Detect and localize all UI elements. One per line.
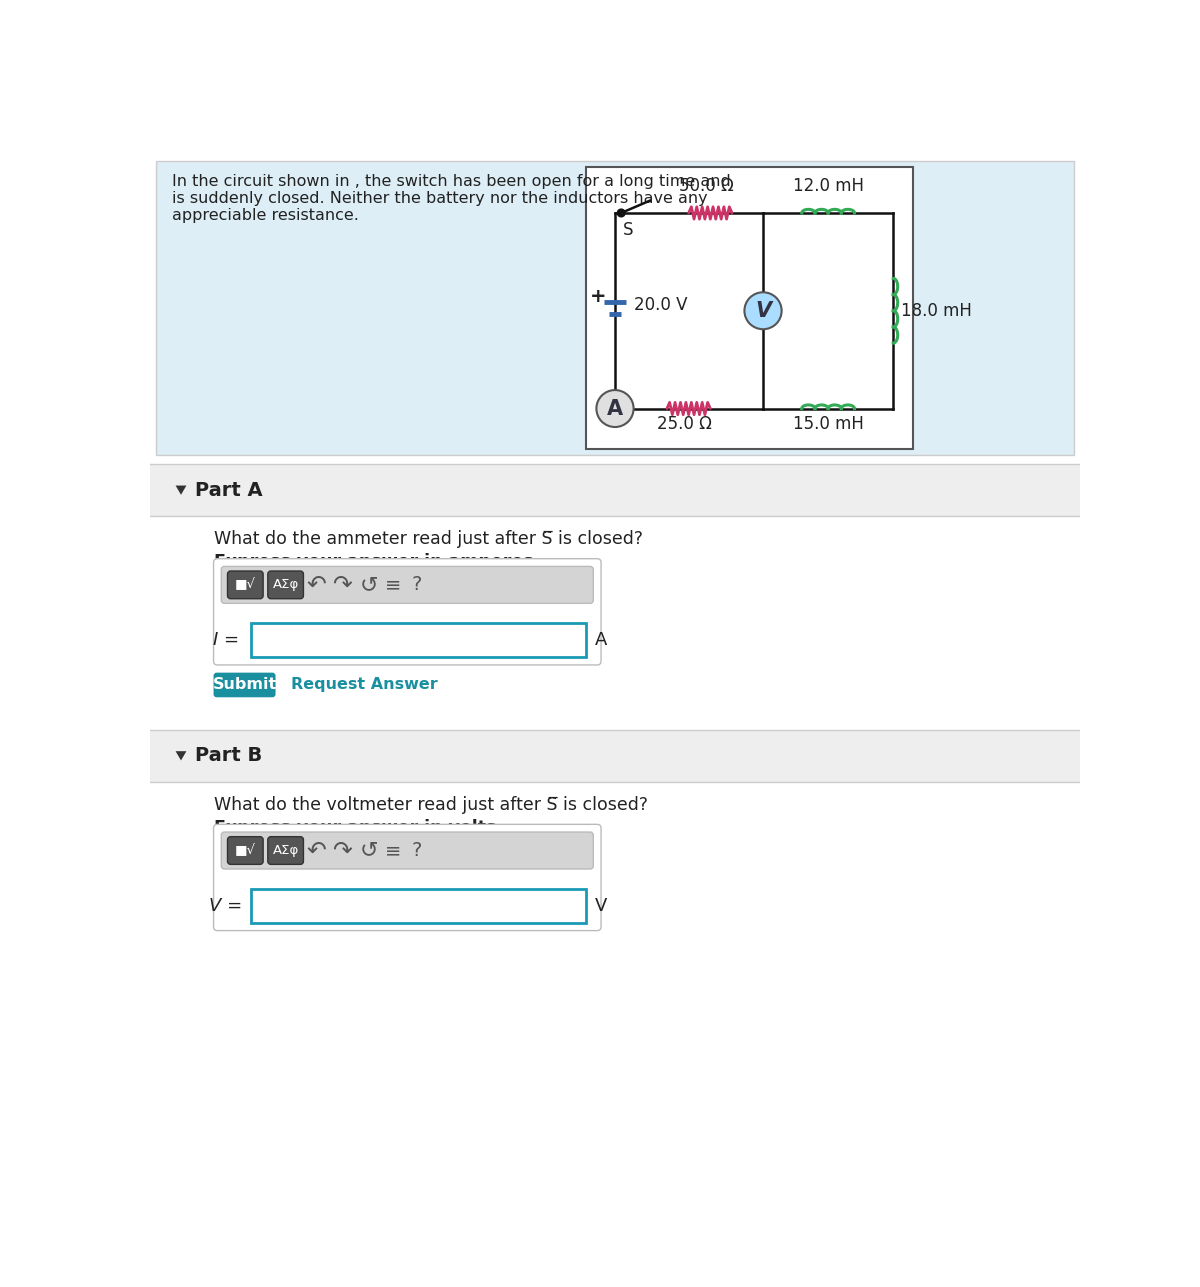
Text: Part B: Part B: [194, 746, 262, 766]
Text: What do the voltmeter read just after S̅ is closed?: What do the voltmeter read just after S̅…: [214, 795, 648, 813]
Text: ↶: ↶: [306, 573, 325, 597]
Bar: [150, 465, 1080, 516]
Text: ?: ?: [412, 840, 421, 860]
Text: In the circuit shown in , the switch has been open for a long time and: In the circuit shown in , the switch has…: [172, 175, 731, 189]
FancyBboxPatch shape: [214, 559, 601, 665]
Circle shape: [744, 292, 781, 329]
Text: Express your answer in volts.: Express your answer in volts.: [214, 819, 503, 837]
Text: 18.0 mH: 18.0 mH: [901, 301, 972, 319]
Polygon shape: [175, 752, 186, 761]
Bar: [251, 623, 586, 658]
Text: AΣφ: AΣφ: [272, 844, 299, 857]
Text: ↷: ↷: [332, 573, 352, 597]
Text: What do the ammeter read just after S̅ is closed?: What do the ammeter read just after S̅ i…: [214, 530, 642, 548]
Text: S: S: [623, 220, 634, 238]
FancyBboxPatch shape: [221, 831, 593, 869]
Text: 15.0 mH: 15.0 mH: [793, 414, 864, 432]
Text: AΣφ: AΣφ: [272, 578, 299, 591]
Text: 25.0 Ω: 25.0 Ω: [658, 414, 712, 432]
Text: I =: I =: [212, 632, 239, 650]
Text: appreciable resistance.: appreciable resistance.: [172, 208, 359, 224]
Text: 20.0 V: 20.0 V: [635, 296, 688, 314]
Bar: [150, 730, 1080, 782]
Text: ↺: ↺: [359, 575, 378, 595]
Text: ≡: ≡: [385, 575, 402, 595]
FancyBboxPatch shape: [268, 837, 304, 865]
Bar: [251, 889, 586, 923]
FancyBboxPatch shape: [228, 837, 263, 865]
Text: Part A: Part A: [194, 480, 263, 499]
Text: +: +: [589, 287, 606, 306]
Text: is suddenly closed. Neither the battery nor the inductors have any: is suddenly closed. Neither the battery …: [172, 192, 707, 206]
Text: ■√: ■√: [235, 844, 256, 857]
Text: V =: V =: [209, 897, 242, 915]
Text: ↺: ↺: [359, 840, 378, 861]
Text: ?: ?: [412, 575, 421, 595]
FancyBboxPatch shape: [221, 566, 593, 604]
Text: Request Answer: Request Answer: [292, 677, 438, 692]
Text: Submit: Submit: [212, 677, 277, 692]
Bar: [156, 161, 1074, 454]
Text: ↷: ↷: [332, 839, 352, 862]
FancyBboxPatch shape: [268, 571, 304, 598]
FancyBboxPatch shape: [228, 571, 263, 598]
Text: 12.0 mH: 12.0 mH: [793, 178, 864, 196]
FancyBboxPatch shape: [214, 825, 601, 931]
Text: V: V: [595, 897, 607, 915]
Text: A: A: [595, 632, 607, 650]
Text: A: A: [607, 399, 623, 418]
Text: Express your answer in amperes.: Express your answer in amperes.: [214, 553, 540, 571]
Text: ≡: ≡: [385, 840, 402, 860]
Text: ■√: ■√: [235, 578, 256, 591]
Text: 50.0 Ω: 50.0 Ω: [679, 178, 734, 196]
Circle shape: [596, 390, 634, 427]
Text: ↶: ↶: [306, 839, 325, 862]
Polygon shape: [175, 485, 186, 494]
FancyBboxPatch shape: [214, 673, 276, 698]
Bar: [586, 167, 912, 449]
Circle shape: [617, 208, 625, 216]
Text: V: V: [755, 301, 772, 320]
